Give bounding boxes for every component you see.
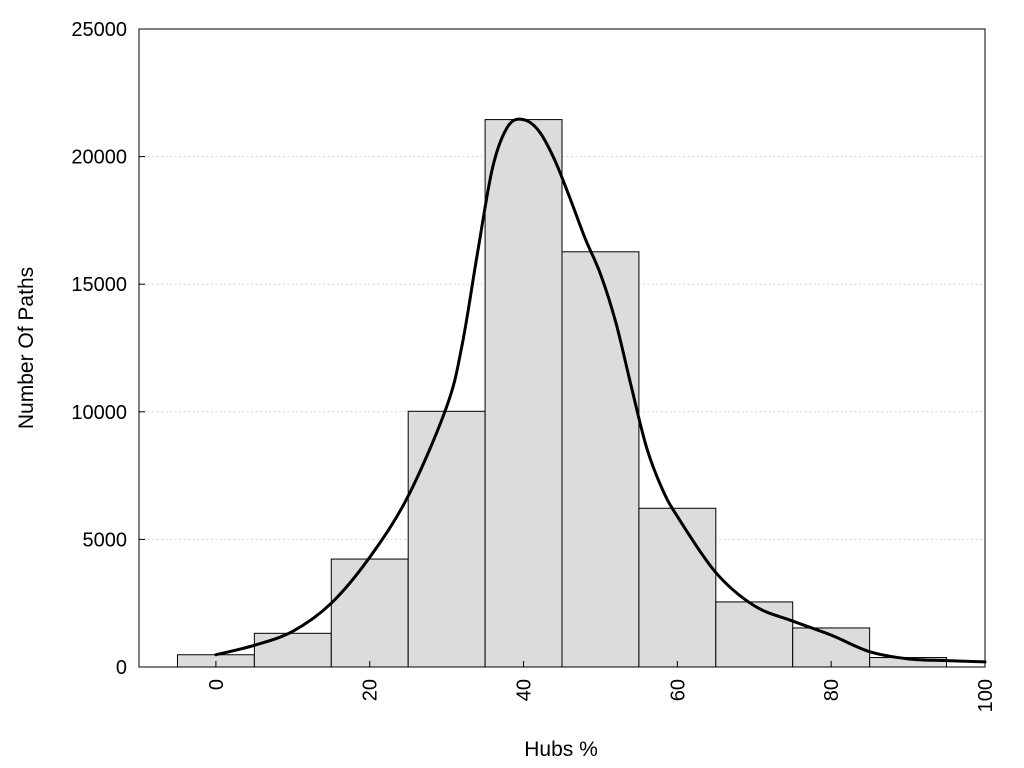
x-tick-label-3: 60 bbox=[667, 679, 689, 701]
plot-frame bbox=[138, 28, 986, 668]
x-tick-label-0: 0 bbox=[206, 679, 228, 690]
x-tick-label-1: 20 bbox=[360, 679, 382, 701]
density-curve-layer bbox=[214, 117, 987, 664]
x-tick-label-4: 80 bbox=[821, 679, 843, 701]
density-curve bbox=[214, 117, 987, 664]
y-axis-label: Number Of Paths bbox=[15, 267, 38, 429]
histogram-bar-6 bbox=[638, 507, 717, 668]
x-axis-ticks: 0 20 40 60 80 100 bbox=[206, 661, 997, 712]
y-tick-label-4: 20000 bbox=[71, 147, 127, 169]
y-axis-ticks: 0 5000 10000 15000 20000 25000 bbox=[71, 19, 145, 679]
y-tick-label-2: 10000 bbox=[71, 402, 127, 424]
y-tick-label-3: 15000 bbox=[71, 274, 127, 296]
x-tick-label-5: 100 bbox=[975, 679, 997, 712]
y-tick-label-5: 25000 bbox=[71, 19, 127, 41]
histogram-bar-1 bbox=[253, 632, 332, 668]
x-tick-label-2: 40 bbox=[514, 679, 536, 701]
histogram-bar-5 bbox=[561, 251, 640, 668]
histogram-bar-7 bbox=[715, 601, 794, 668]
histogram-bars bbox=[176, 119, 948, 668]
histogram-bar-2 bbox=[330, 558, 409, 668]
x-axis-label: Hubs % bbox=[524, 738, 598, 761]
histogram-bar-4 bbox=[484, 119, 563, 668]
y-tick-label-0: 0 bbox=[116, 657, 127, 679]
y-tick-label-1: 5000 bbox=[83, 529, 128, 551]
histogram-bar-3 bbox=[407, 410, 486, 668]
